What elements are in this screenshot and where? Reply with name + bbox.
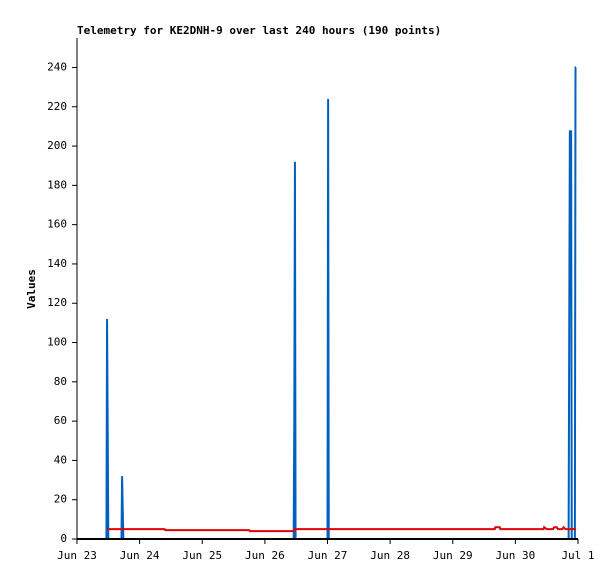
x-tick-label: Jun 24 <box>120 549 160 562</box>
y-tick-label: 40 <box>54 453 67 466</box>
y-tick-label: 60 <box>54 414 67 427</box>
x-tick-label: Jun 25 <box>182 549 222 562</box>
y-tick-label: 180 <box>47 178 67 191</box>
series-line <box>107 525 577 533</box>
y-tick-label: 140 <box>47 257 67 270</box>
x-tick-label: Jun 29 <box>433 549 473 562</box>
y-tick-label: 0 <box>60 532 67 545</box>
y-tick-label: 240 <box>47 60 67 73</box>
y-axis-label: Values <box>25 269 38 309</box>
x-tick-label: Jun 23 <box>57 549 97 562</box>
y-tick-label: 160 <box>47 218 67 231</box>
x-tick-label: Jun 26 <box>245 549 285 562</box>
y-tick-label: 20 <box>54 493 67 506</box>
x-tick-label: Jun 30 <box>496 549 536 562</box>
y-tick-label: 200 <box>47 139 67 152</box>
y-tick-label: 220 <box>47 100 67 113</box>
y-tick-label: 100 <box>47 336 67 349</box>
y-tick-label: 80 <box>54 375 67 388</box>
y-tick-label: 120 <box>47 296 67 309</box>
x-tick-label: Jun 28 <box>370 549 410 562</box>
x-tick-label: Jun 27 <box>308 549 348 562</box>
x-tick-label: Jul 1 <box>561 549 594 562</box>
chart-title: Telemetry for KE2DNH-9 over last 240 hou… <box>77 24 441 37</box>
